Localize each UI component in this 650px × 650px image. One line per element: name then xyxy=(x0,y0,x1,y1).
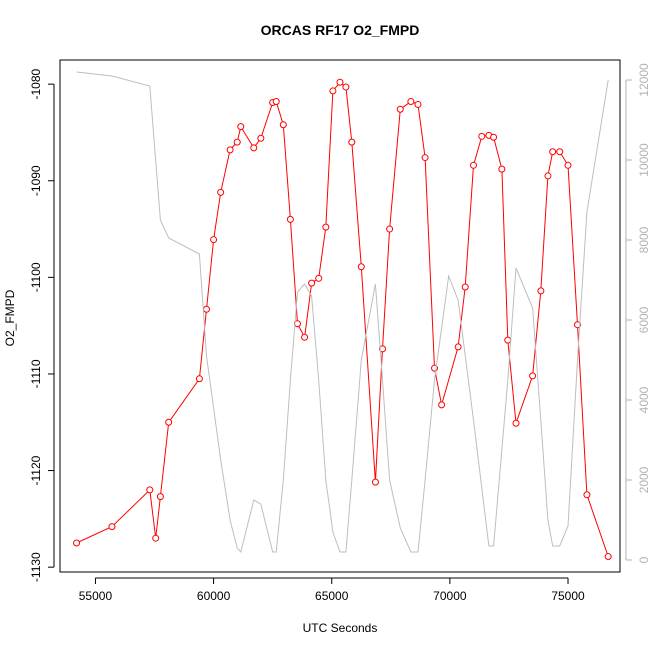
y2-tick-label: 10000 xyxy=(637,143,650,177)
y-tick-label: -1080 xyxy=(29,68,43,99)
data-point xyxy=(286,215,294,223)
y-axis-label: O2_FMPD xyxy=(3,289,17,346)
data-point xyxy=(73,539,81,547)
y2-tick-label: 0 xyxy=(637,556,650,563)
data-point xyxy=(556,148,564,156)
data-point xyxy=(272,98,280,106)
data-point xyxy=(544,172,552,180)
data-point xyxy=(421,154,429,162)
data-point xyxy=(529,372,537,380)
x-tick-label: 65000 xyxy=(315,589,349,603)
data-point xyxy=(233,138,241,146)
data-point xyxy=(210,236,218,244)
data-point xyxy=(336,78,344,86)
data-point xyxy=(478,132,486,140)
data-point xyxy=(257,134,265,142)
y-tick-label: -1090 xyxy=(29,165,43,196)
data-point xyxy=(438,401,446,409)
y-tick-label: -1120 xyxy=(29,455,43,485)
data-point xyxy=(226,146,234,154)
data-point xyxy=(146,486,154,494)
data-point xyxy=(250,144,258,152)
data-point xyxy=(217,188,225,196)
data-point xyxy=(371,478,379,486)
data-point xyxy=(470,161,478,169)
y2-tick-label: 4000 xyxy=(637,386,650,413)
data-point xyxy=(386,225,394,233)
data-point xyxy=(348,138,356,146)
data-point xyxy=(504,336,512,344)
data-point xyxy=(379,345,387,353)
plot-frame xyxy=(59,59,621,573)
x-axis: 55000 60000 65000 70000 75000 xyxy=(79,577,585,603)
data-point xyxy=(322,223,330,231)
data-point xyxy=(564,161,572,169)
y-axis-right: 0 2000 4000 6000 8000 10000 12000 xyxy=(625,63,650,563)
data-point xyxy=(357,263,365,271)
data-point xyxy=(537,287,545,295)
data-point xyxy=(279,121,287,129)
x-tick-label: 55000 xyxy=(79,589,113,603)
y2-tick-label: 8000 xyxy=(637,226,650,253)
y2-tick-label: 2000 xyxy=(637,466,650,493)
chart-title: ORCAS RF17 O2_FMPD xyxy=(261,22,420,38)
x-axis-label: UTC Seconds xyxy=(303,621,378,635)
data-point xyxy=(315,274,323,282)
data-point xyxy=(407,98,415,106)
data-point xyxy=(604,553,612,561)
y-tick-label: -1100 xyxy=(29,262,43,292)
data-point xyxy=(549,148,557,156)
data-point xyxy=(342,83,350,91)
x-tick-label: 60000 xyxy=(197,589,231,603)
data-point xyxy=(454,343,462,351)
data-point xyxy=(152,534,160,542)
y2-tick-label: 6000 xyxy=(637,306,650,333)
y2-tick-label: 12000 xyxy=(637,63,650,97)
data-point xyxy=(512,419,520,427)
data-point xyxy=(195,375,203,383)
data-point xyxy=(573,321,581,329)
data-point xyxy=(490,133,498,141)
series-line-left xyxy=(76,81,609,557)
data-point xyxy=(329,87,337,95)
data-point xyxy=(498,165,506,173)
x-tick-label: 75000 xyxy=(551,589,585,603)
data-point xyxy=(461,283,469,291)
y-tick-label: -1130 xyxy=(29,552,43,582)
data-point xyxy=(108,523,116,531)
y-tick-label: -1110 xyxy=(29,359,43,388)
data-point xyxy=(237,123,245,131)
data-point xyxy=(414,100,422,108)
data-point xyxy=(308,279,316,287)
series-line-right xyxy=(76,71,609,554)
data-point xyxy=(165,418,173,426)
series-layer xyxy=(73,71,612,561)
y-axis-left: -1130 -1120 -1110 -1100 -1090 -1080 xyxy=(29,68,55,582)
data-point xyxy=(202,305,210,313)
data-point xyxy=(396,105,404,113)
data-point xyxy=(156,493,164,501)
data-point xyxy=(583,491,591,499)
data-point xyxy=(301,333,309,341)
x-tick-label: 70000 xyxy=(433,589,467,603)
